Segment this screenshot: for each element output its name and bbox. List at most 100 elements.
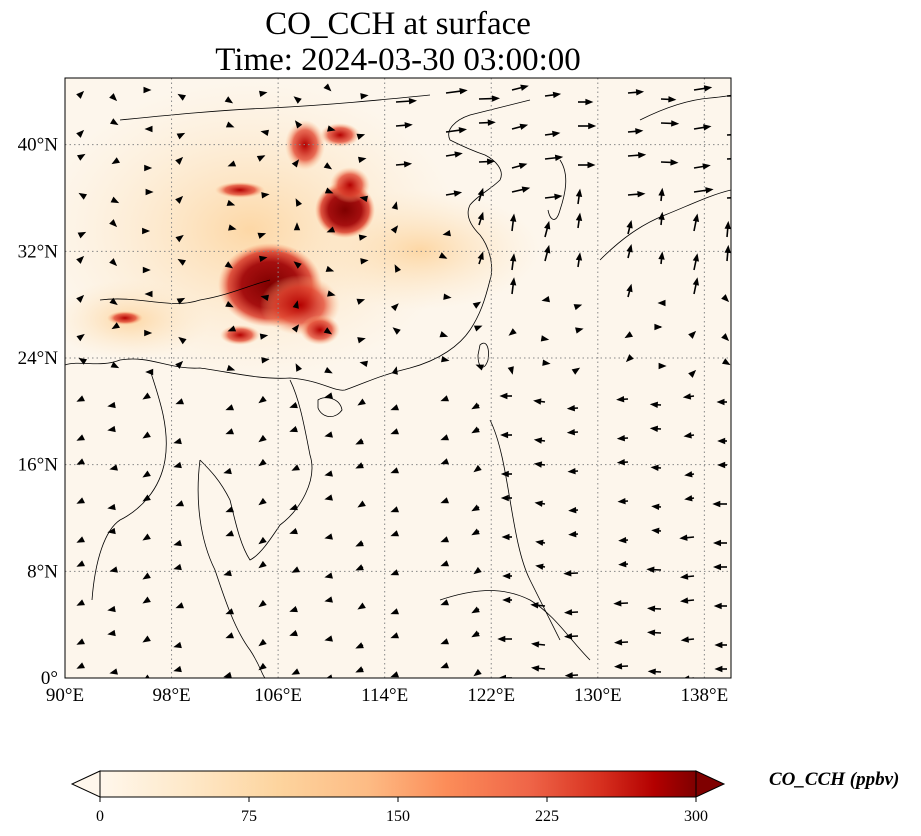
wind-arrow: [660, 96, 677, 103]
wind-arrow: [714, 641, 727, 649]
wind-arrow: [575, 327, 584, 334]
wind-arrow: [535, 563, 546, 570]
wind-arrow: [531, 665, 546, 672]
wind-arrow: [647, 629, 662, 636]
wind-arrow: [176, 132, 186, 140]
wind-arrow: [544, 91, 562, 99]
wind-arrow: [712, 500, 727, 508]
wind-arrow: [626, 244, 633, 259]
wind-arrow: [258, 458, 267, 467]
wind-arrow: [225, 506, 235, 513]
wind-arrow: [714, 665, 727, 673]
lon-tick-label: 130°E: [574, 685, 622, 706]
wind-arrow: [394, 264, 402, 273]
wind-arrow: [144, 164, 153, 172]
lon-tick-label: 122°E: [467, 685, 515, 706]
wind-arrow: [391, 201, 398, 210]
map-time: Time: 2024-03-30 03:00:00: [215, 42, 581, 78]
wind-arrow: [511, 84, 529, 91]
wind-arrow: [575, 252, 583, 268]
lon-tick-labels: 90°E 98°E 106°E 114°E 122°E 130°E 138°E: [46, 685, 728, 706]
wind-arrow: [445, 127, 467, 134]
wind-arrow: [530, 602, 546, 609]
wind-arrow: [395, 97, 417, 105]
wind-arrow: [693, 124, 712, 131]
wind-arrow: [258, 638, 267, 647]
wind-arrow: [225, 121, 235, 128]
wind-arrow: [110, 196, 120, 204]
wind-arrow: [225, 530, 235, 537]
wind-arrow: [660, 120, 680, 127]
wind-arrow: [261, 192, 270, 199]
wind-arrow: [327, 290, 336, 297]
wind-arrow: [323, 83, 332, 92]
wind-arrow: [680, 597, 695, 604]
wind-arrow: [76, 638, 85, 645]
wind-arrow: [500, 494, 512, 502]
wind-arrow: [223, 671, 232, 678]
wind-arrow: [258, 599, 267, 608]
wind-arrow: [109, 464, 118, 471]
wind-arrow: [260, 294, 269, 302]
colorbar: 0 75 150 225 300: [70, 770, 726, 825]
wind-arrow: [323, 327, 333, 335]
lat-tick-label: 40°N: [18, 135, 59, 156]
wind-arrow: [76, 129, 85, 138]
wind-arrow: [228, 224, 237, 231]
wind-arrow: [111, 322, 121, 330]
wind-arrow: [716, 398, 727, 406]
wind-vectors: [76, 83, 731, 678]
wind-arrow: [477, 211, 484, 226]
wind-arrow: [360, 258, 369, 265]
wind-arrow: [477, 187, 484, 202]
wind-arrow: [471, 504, 480, 512]
wind-arrow: [324, 635, 333, 642]
wind-arrow: [175, 602, 185, 609]
wind-arrow: [439, 331, 449, 338]
wind-arrow: [175, 195, 184, 204]
wind-arrow: [142, 635, 151, 643]
wind-arrow: [177, 258, 187, 266]
wind-arrow: [713, 563, 727, 571]
wind-arrow: [443, 293, 452, 300]
wind-arrow: [390, 608, 400, 615]
wind-arrow: [256, 155, 266, 162]
wind-arrow: [76, 434, 85, 441]
wind-arrow: [223, 569, 232, 577]
wind-arrow: [142, 533, 151, 541]
wind-arrow: [680, 636, 695, 643]
wind-arrow: [258, 434, 267, 443]
wind-arrow: [533, 398, 546, 405]
lat-tick-labels: 40°N 32°N 24°N 16°N 8°N 0°: [18, 135, 59, 689]
wind-arrow: [109, 219, 118, 228]
wind-arrow: [355, 666, 364, 673]
map-title: CO_CCH at surface: [265, 6, 531, 42]
wind-arrow: [534, 500, 546, 507]
lat-tick-label: 0°: [41, 668, 58, 689]
wind-arrow: [617, 497, 629, 505]
wind-arrow: [471, 426, 480, 434]
wind-arrow: [359, 195, 368, 203]
wind-arrow: [658, 187, 665, 202]
wind-arrow: [76, 662, 85, 669]
wind-arrow: [390, 428, 400, 435]
wind-arrow: [544, 154, 564, 161]
wind-arrow: [498, 674, 512, 678]
wind-arrow: [258, 395, 267, 404]
wind-arrow: [511, 186, 531, 193]
wind-arrow: [625, 354, 634, 363]
wind-arrow: [324, 572, 333, 579]
wind-arrow: [76, 497, 85, 504]
wind-arrow: [76, 536, 85, 543]
wind-arrow: [76, 255, 85, 264]
wind-arrow: [225, 608, 235, 615]
wind-arrow: [440, 458, 450, 465]
wind-arrow: [224, 96, 234, 104]
wind-arrow: [614, 663, 629, 670]
wind-arrow: [390, 632, 400, 639]
wind-arrow: [142, 494, 151, 502]
wind-arrow: [618, 536, 629, 544]
wind-arrow: [258, 497, 267, 506]
wind-arrow: [144, 674, 150, 678]
wind-arrow: [293, 261, 302, 269]
